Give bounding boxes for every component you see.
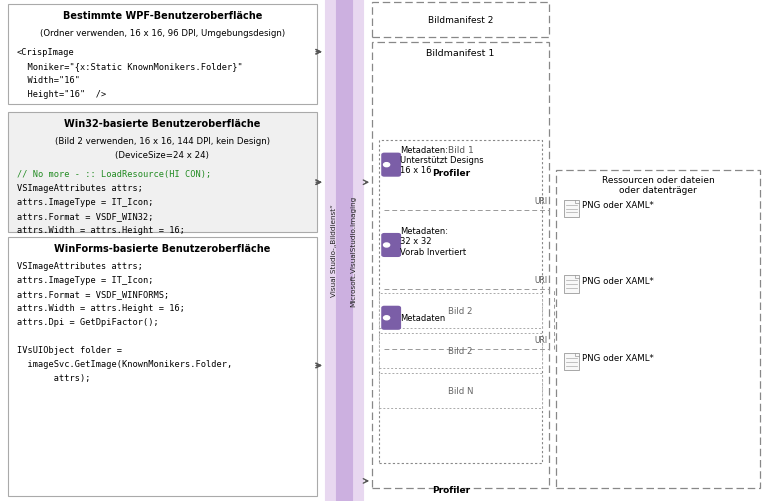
Text: Bild 2: Bild 2 xyxy=(448,306,473,315)
Text: (Bild 2 verwenden, 16 x 16, 144 DPI, kein Design): (Bild 2 verwenden, 16 x 16, 144 DPI, kei… xyxy=(55,136,270,145)
Circle shape xyxy=(384,243,390,247)
FancyBboxPatch shape xyxy=(336,0,351,501)
Text: VSImageAttributes attrs;: VSImageAttributes attrs; xyxy=(17,262,143,271)
Text: Bildmanifest 1: Bildmanifest 1 xyxy=(426,49,494,58)
Text: Width="16": Width="16" xyxy=(17,76,79,85)
Text: Bildmanifest 2: Bildmanifest 2 xyxy=(428,16,493,25)
Text: Microsoft.VisualStudio.Imaging: Microsoft.VisualStudio.Imaging xyxy=(351,195,356,306)
FancyBboxPatch shape xyxy=(8,113,317,233)
Text: attrs.Width = attrs.Height = 16;: attrs.Width = attrs.Height = 16; xyxy=(17,304,185,313)
Text: Ressourcen oder dateien
oder datenträger: Ressourcen oder dateien oder datenträger xyxy=(602,175,714,195)
Circle shape xyxy=(384,163,390,167)
FancyBboxPatch shape xyxy=(8,5,317,105)
FancyBboxPatch shape xyxy=(564,200,579,218)
Text: Metadaten:
32 x 32
Vorab Invertiert: Metadaten: 32 x 32 Vorab Invertiert xyxy=(400,226,467,256)
Text: VSImageAttributes attrs;: VSImageAttributes attrs; xyxy=(17,183,143,192)
Text: PNG oder XAML*: PNG oder XAML* xyxy=(582,354,654,363)
FancyBboxPatch shape xyxy=(372,43,549,488)
Text: (Ordner verwenden, 16 x 16, 96 DPI, Umgebungsdesign): (Ordner verwenden, 16 x 16, 96 DPI, Umge… xyxy=(40,29,285,38)
Text: Height="16"  />: Height="16" /> xyxy=(17,90,106,99)
FancyBboxPatch shape xyxy=(379,333,542,368)
Text: IVsUIObject folder =: IVsUIObject folder = xyxy=(17,346,121,355)
Text: WinForms-basierte Benutzeroberfläche: WinForms-basierte Benutzeroberfläche xyxy=(54,244,270,254)
Text: attrs.Dpi = GetDpiFactor();: attrs.Dpi = GetDpiFactor(); xyxy=(17,318,159,327)
Text: Bild N: Bild N xyxy=(448,386,474,395)
Text: Metadaten: Metadaten xyxy=(400,313,445,322)
FancyBboxPatch shape xyxy=(381,153,401,177)
FancyBboxPatch shape xyxy=(379,293,542,328)
FancyBboxPatch shape xyxy=(325,0,363,501)
Text: attrs);: attrs); xyxy=(17,374,90,383)
Text: Metadaten:
Unterstützt Designs
16 x 16: Metadaten: Unterstützt Designs 16 x 16 xyxy=(400,145,484,175)
Text: // No more - :: LoadResource(HI CON);: // No more - :: LoadResource(HI CON); xyxy=(17,169,211,178)
Text: Bild 2: Bild 2 xyxy=(448,346,473,355)
FancyBboxPatch shape xyxy=(381,233,401,258)
Text: attrs.ImageType = IT_Icon;: attrs.ImageType = IT_Icon; xyxy=(17,197,154,206)
Text: Bild 1: Bild 1 xyxy=(448,145,474,154)
FancyBboxPatch shape xyxy=(564,276,579,293)
Text: (DeviceSize=24 x 24): (DeviceSize=24 x 24) xyxy=(115,150,209,159)
Text: Profiler: Profiler xyxy=(432,485,470,494)
Text: <CrispImage: <CrispImage xyxy=(17,48,75,57)
FancyBboxPatch shape xyxy=(372,3,549,38)
Text: PNG oder XAML*: PNG oder XAML* xyxy=(582,201,654,210)
Text: Bestimmte WPF-Benutzeroberfläche: Bestimmte WPF-Benutzeroberfläche xyxy=(63,11,262,21)
Circle shape xyxy=(384,316,390,320)
Text: PNG oder XAML*: PNG oder XAML* xyxy=(582,276,654,285)
Text: attrs.ImageType = IT_Icon;: attrs.ImageType = IT_Icon; xyxy=(17,276,154,285)
Text: Win32-basierte Benutzeroberfläche: Win32-basierte Benutzeroberfläche xyxy=(64,119,261,129)
Text: attrs.Format = VSDF_WINFORMS;: attrs.Format = VSDF_WINFORMS; xyxy=(17,290,169,299)
FancyBboxPatch shape xyxy=(379,373,542,408)
Text: Profiler: Profiler xyxy=(432,169,470,178)
Text: URI: URI xyxy=(534,196,547,205)
FancyBboxPatch shape xyxy=(564,353,579,371)
FancyBboxPatch shape xyxy=(379,140,542,463)
Text: Moniker="{x:Static KnownMonikers.Folder}": Moniker="{x:Static KnownMonikers.Folder}… xyxy=(17,62,242,71)
Text: imageSvc.GetImage(KnownMonikers.Folder,: imageSvc.GetImage(KnownMonikers.Folder, xyxy=(17,360,232,369)
Text: Visual Studio-„Bilddienst“: Visual Studio-„Bilddienst“ xyxy=(332,204,337,297)
Text: attrs.Width = attrs.Height = 16;: attrs.Width = attrs.Height = 16; xyxy=(17,225,185,234)
Text: attrs.Format = VSDF_WIN32;: attrs.Format = VSDF_WIN32; xyxy=(17,211,154,220)
Text: URI: URI xyxy=(534,276,547,285)
Text: URI: URI xyxy=(534,336,547,345)
FancyBboxPatch shape xyxy=(381,306,401,330)
FancyBboxPatch shape xyxy=(556,170,760,488)
FancyBboxPatch shape xyxy=(8,238,317,496)
